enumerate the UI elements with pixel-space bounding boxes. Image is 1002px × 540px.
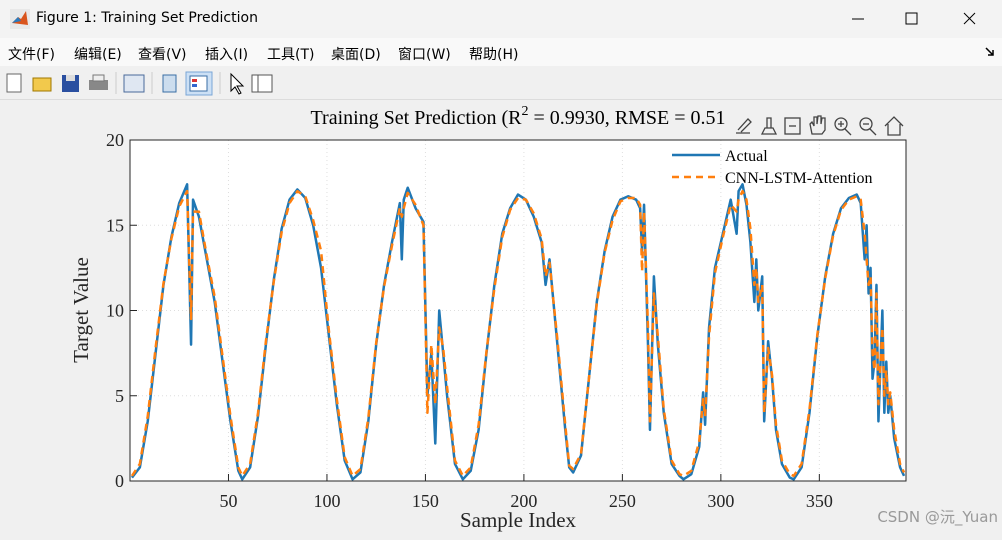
menu-item[interactable]: 查看(V) [138, 47, 187, 63]
x-tick-label: 200 [510, 491, 537, 511]
title-bar: Figure 1: Training Set Prediction [0, 0, 1002, 38]
x-tick-label: 350 [806, 491, 833, 511]
title-rest: = 0.9930, RMSE = 0.51 [528, 107, 725, 129]
x-tick-label: 150 [412, 491, 439, 511]
x-tick-label: 250 [609, 491, 636, 511]
axes-toolbar[interactable] [736, 115, 904, 136]
ticks: 50 100 150 200 250 300 350 0 5 10 15 20 [106, 130, 833, 511]
menu-item[interactable]: 文件(F) [8, 47, 55, 63]
series-line [130, 189, 906, 478]
menu-bar: 文件(F) 编辑(E) 查看(V) 插入(I) 工具(T) 桌面(D) 窗口(W) 帮助(H) [0, 38, 1002, 66]
x-tick-label: 100 [313, 491, 340, 511]
menu-item[interactable]: 窗口(W) [398, 47, 451, 63]
watermark: CSDN @沅_Yuan [877, 508, 998, 527]
x-axis-label: Sample Index [460, 508, 577, 532]
x-tick-label: 50 [219, 491, 237, 511]
y-axis-label: Target Value [69, 257, 93, 363]
x-tick-label: 300 [707, 491, 734, 511]
y-tick-label: 15 [106, 215, 124, 235]
menu-item[interactable]: 桌面(D) [331, 47, 381, 63]
menu-item[interactable]: 编辑(E) [74, 47, 122, 63]
lines [130, 183, 906, 481]
legend: Actual CNN-LSTM-Attention [672, 148, 873, 187]
title-superscript: 2 [521, 104, 528, 119]
window-title: Figure 1: Training Set Prediction [36, 10, 258, 26]
chart-title: Training Set Prediction (R2 = 0.9930, RM… [311, 104, 726, 129]
chart: Training Set Prediction (R2 = 0.9930, RM… [69, 104, 998, 532]
title-main: Training Set Prediction (R [311, 107, 523, 129]
app-icon [10, 9, 30, 29]
close[interactable] [963, 12, 976, 25]
window-controls[interactable] [832, 0, 1002, 38]
menu-item[interactable]: 插入(I) [205, 47, 249, 63]
toolbar [0, 66, 1002, 100]
y-tick-label: 20 [106, 130, 124, 150]
y-tick-label: 10 [106, 301, 124, 321]
y-tick-label: 5 [115, 386, 124, 406]
legend-label: Actual [725, 148, 768, 165]
maximize[interactable] [905, 12, 918, 25]
toolbar-icons[interactable] [0, 66, 290, 100]
menu-item[interactable]: 帮助(H) [469, 47, 519, 63]
legend-label: CNN-LSTM-Attention [725, 170, 873, 187]
menu-item[interactable]: 工具(T) [267, 47, 315, 63]
dock-arrow[interactable] [984, 46, 996, 58]
y-tick-label: 0 [115, 471, 124, 491]
